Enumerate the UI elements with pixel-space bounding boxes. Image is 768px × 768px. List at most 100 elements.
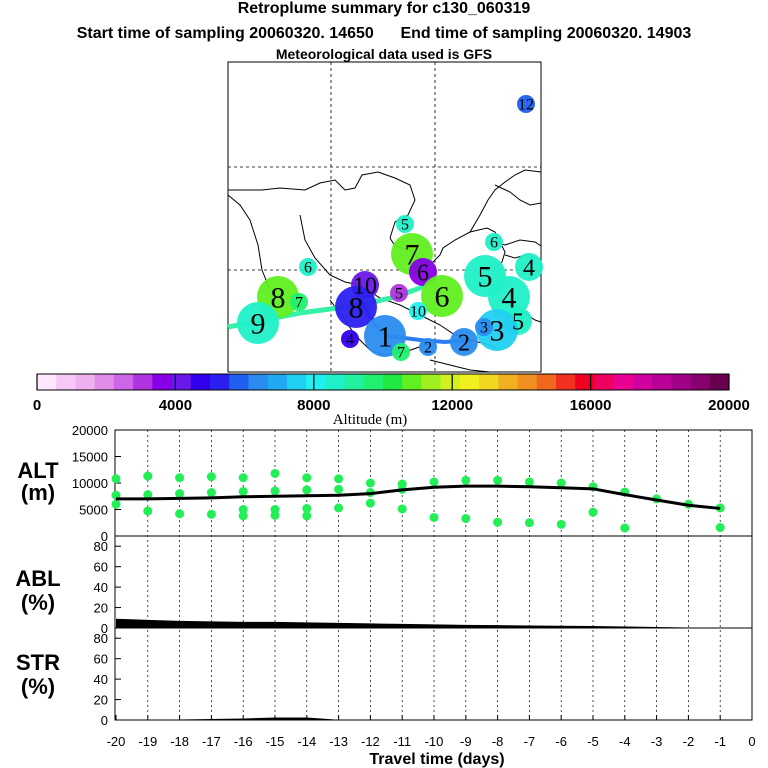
alt-point — [175, 473, 185, 483]
alt-point — [493, 517, 503, 527]
colorbar-cell — [75, 374, 96, 390]
plume-label: 10 — [353, 273, 377, 299]
timeseries-panels: 0 5000 10000 15000 20000 0 20 40 60 80 0 20 40 60 80… — [15, 423, 755, 768]
plume-label: 10 — [410, 304, 426, 321]
x-tick-label: -6 — [555, 734, 567, 749]
colorbar-cell — [286, 374, 307, 390]
colorbar-cell — [421, 374, 442, 390]
alt-point — [270, 486, 280, 496]
colorbar-tick-label: 20000 — [708, 397, 750, 414]
alt-y-tick-label: 15000 — [72, 450, 108, 465]
colorbar-cell — [171, 374, 192, 390]
alt-point — [493, 475, 503, 485]
plume-label: 3 — [480, 320, 488, 337]
alt-point — [238, 511, 248, 521]
x-tick-label: -3 — [651, 734, 663, 749]
colorbar-cell — [383, 374, 403, 390]
plume-label: 4 — [502, 282, 517, 315]
plume-label: 8 — [349, 292, 364, 325]
colorbar-cell — [133, 374, 153, 390]
plume-circle — [396, 215, 414, 233]
plume-circle — [392, 343, 410, 361]
colorbar-cell — [671, 374, 692, 390]
plume-label: 2 — [424, 340, 432, 357]
alt-point — [206, 488, 216, 498]
colorbar-tick-label: 16000 — [570, 397, 612, 414]
colorbar-cell — [229, 374, 249, 390]
alt-point — [397, 504, 407, 514]
alt-point — [143, 471, 153, 481]
alt-axis-label-line2: (m) — [21, 480, 55, 505]
colorbar-cell — [479, 374, 499, 390]
x-tick-label: -9 — [460, 734, 472, 749]
alt-point — [620, 523, 630, 533]
colorbar-cell — [556, 374, 576, 390]
plume-circle — [421, 275, 463, 317]
alt-point — [461, 475, 471, 485]
colorbar-tick-label: 0 — [33, 397, 41, 414]
alt-point — [238, 473, 248, 483]
plume-circle — [341, 330, 359, 348]
alt-point — [111, 499, 121, 509]
alt-point — [206, 509, 216, 519]
plume-circle — [290, 293, 308, 311]
alt-y-tick-label: 20000 — [72, 423, 108, 438]
plume-label: 6 — [435, 281, 450, 314]
x-axis-title: Travel time (days) — [369, 751, 504, 768]
plume-circle — [237, 302, 279, 344]
plume-circle — [450, 328, 478, 356]
plume-circle — [335, 286, 377, 328]
plot-title: Retroplume summary for c130_060319 — [237, 0, 531, 17]
colorbar-cell — [459, 374, 480, 390]
colorbar-tick-label: 8000 — [297, 397, 330, 414]
plume-circle — [419, 338, 437, 356]
plume-circle — [390, 284, 408, 302]
str-area — [116, 717, 721, 720]
colorbar-cell — [37, 374, 57, 390]
colorbar-cell — [267, 374, 288, 390]
alt-point — [270, 510, 280, 520]
alt-point — [429, 512, 439, 522]
alt-point — [175, 489, 185, 499]
alt-point — [111, 474, 121, 484]
plume-label: 6 — [490, 235, 498, 252]
colorbar-cell — [594, 374, 615, 390]
met-data-label: Meteorological data used is GFS — [275, 46, 493, 62]
colorbar-cell — [536, 374, 557, 390]
x-tick-label: -8 — [492, 734, 504, 749]
abl-y-tick-label: 60 — [94, 560, 108, 575]
x-tick-label: -20 — [107, 734, 126, 749]
alt-point — [206, 472, 216, 482]
colorbar-cell — [363, 374, 384, 390]
end-time-label: End time of sampling 20060320. 14903 — [400, 25, 692, 42]
str-y-tick-label: 60 — [94, 652, 108, 667]
alt-point — [334, 503, 344, 513]
str-y-tick-label: 40 — [94, 672, 108, 687]
alt-point — [143, 506, 153, 516]
plume-label: 6 — [304, 260, 312, 277]
alt-point — [715, 523, 725, 533]
x-tick-label: -16 — [234, 734, 253, 749]
plume-label: 12 — [518, 97, 534, 114]
alt-point — [365, 498, 375, 508]
alt-point — [429, 477, 439, 487]
plume-label: 2 — [458, 330, 470, 356]
x-tick-label: -18 — [170, 734, 189, 749]
colorbar-tick-label: 12000 — [431, 397, 473, 414]
colorbar-cell — [152, 374, 173, 390]
abl-axis-label-line1: ABL — [15, 566, 60, 591]
x-tick-label: -11 — [393, 734, 411, 749]
colorbar-cell — [613, 374, 634, 390]
plume-label: 4 — [346, 332, 354, 349]
colorbar-cell — [306, 374, 326, 390]
plume-label: 5 — [401, 217, 409, 234]
alt-axis-label-line1: ALT — [17, 458, 59, 483]
plume-circle — [475, 318, 493, 336]
alt-point — [556, 519, 566, 529]
alt-point — [302, 503, 312, 513]
str-axis-label-line1: STR — [16, 650, 60, 675]
str-y-tick-label: 0 — [101, 713, 108, 728]
alt-y-tick-label: 10000 — [72, 476, 108, 491]
